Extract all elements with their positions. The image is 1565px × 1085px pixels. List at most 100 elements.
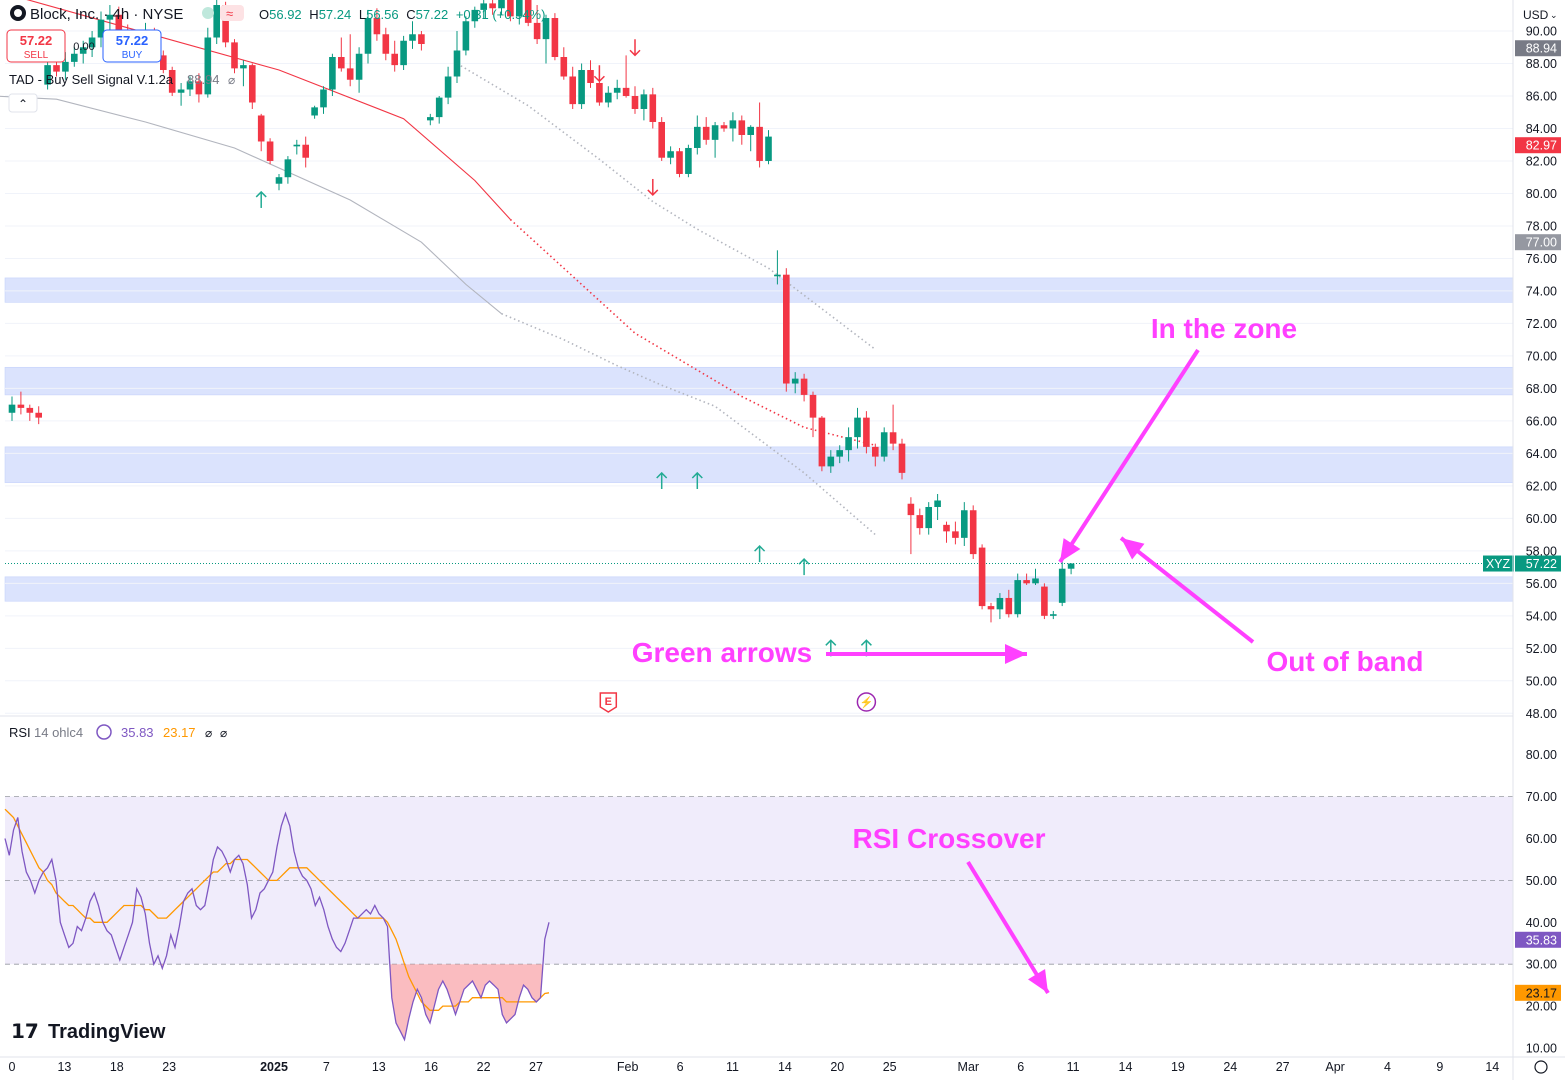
- candle[interactable]: [631, 86, 639, 114]
- wave-icon[interactable]: [220, 5, 244, 21]
- candle[interactable]: [435, 95, 443, 124]
- candle[interactable]: [391, 40, 398, 72]
- candle[interactable]: [854, 407, 861, 449]
- indicator-name[interactable]: TAD - Buy Sell Signal V.1.2a: [9, 72, 174, 87]
- candle[interactable]: [400, 35, 407, 70]
- candle[interactable]: [783, 268, 790, 392]
- candle[interactable]: [480, 0, 487, 19]
- candle[interactable]: [880, 427, 888, 462]
- candle[interactable]: [685, 144, 692, 178]
- candle[interactable]: [587, 60, 594, 88]
- candle[interactable]: [907, 497, 915, 555]
- support-resistance-zone[interactable]: [4, 277, 1514, 303]
- price-tag[interactable]: 57.22: [1515, 555, 1561, 572]
- candle[interactable]: [640, 89, 648, 121]
- candle[interactable]: [302, 136, 309, 168]
- candle[interactable]: [569, 66, 576, 109]
- candle[interactable]: [346, 34, 354, 87]
- candle[interactable]: [168, 66, 176, 96]
- tradingview-logo[interactable]: 𝟭𝟳 TradingView: [11, 1021, 166, 1043]
- candle[interactable]: [26, 404, 34, 421]
- candle[interactable]: [889, 404, 897, 451]
- candle[interactable]: [409, 21, 416, 49]
- candle[interactable]: [418, 31, 425, 51]
- collapse-legend-button[interactable]: ⌃: [8, 93, 38, 113]
- candle[interactable]: [667, 146, 674, 165]
- candle[interactable]: [186, 76, 194, 96]
- market-status-icon[interactable]: [202, 7, 214, 19]
- candle[interactable]: [542, 14, 550, 64]
- candle[interactable]: [329, 53, 336, 96]
- price-tag[interactable]: 77.00: [1515, 234, 1561, 251]
- candle[interactable]: [97, 11, 105, 48]
- candle[interactable]: [1023, 573, 1030, 585]
- candle[interactable]: [231, 39, 238, 74]
- symbol-title[interactable]: Block, Inc. · 4h · NYSE: [30, 6, 183, 23]
- candle[interactable]: [489, 0, 496, 15]
- candle[interactable]: [311, 105, 318, 119]
- candle[interactable]: [961, 502, 968, 546]
- currency-selector[interactable]: USD: [1523, 8, 1549, 22]
- candle[interactable]: [444, 66, 452, 105]
- earnings-event-icon[interactable]: E: [599, 692, 618, 713]
- candle[interactable]: [738, 115, 746, 145]
- candle[interactable]: [88, 31, 96, 58]
- candle[interactable]: [791, 372, 799, 394]
- candle[interactable]: [809, 391, 817, 438]
- candle[interactable]: [694, 115, 701, 155]
- settings-gear-icon[interactable]: [1534, 1060, 1548, 1074]
- candle[interactable]: [240, 60, 247, 87]
- candle[interactable]: [44, 58, 51, 90]
- candle[interactable]: [916, 508, 924, 535]
- candle[interactable]: [516, 0, 523, 25]
- candle[interactable]: [1067, 563, 1075, 575]
- candle[interactable]: [845, 427, 852, 462]
- candle[interactable]: [1041, 583, 1048, 620]
- candle[interactable]: [800, 373, 808, 402]
- support-resistance-zone[interactable]: [4, 576, 1514, 602]
- candle[interactable]: [71, 47, 78, 67]
- candle[interactable]: [765, 130, 772, 165]
- candle[interactable]: [160, 50, 167, 74]
- candle[interactable]: [613, 79, 621, 100]
- candle[interactable]: [1058, 557, 1066, 607]
- support-resistance-zone[interactable]: [4, 366, 1514, 396]
- candle[interactable]: [8, 396, 16, 421]
- candle[interactable]: [658, 117, 665, 161]
- candle[interactable]: [605, 86, 612, 108]
- candle[interactable]: [338, 37, 345, 72]
- candle[interactable]: [177, 82, 185, 106]
- candle[interactable]: [498, 0, 505, 15]
- candle[interactable]: [827, 450, 835, 473]
- candle[interactable]: [533, 5, 541, 45]
- candle[interactable]: [204, 27, 212, 98]
- candle[interactable]: [453, 31, 461, 83]
- candle[interactable]: [266, 138, 274, 165]
- candle[interactable]: [427, 113, 434, 126]
- candle[interactable]: [462, 16, 470, 56]
- candle[interactable]: [978, 544, 986, 610]
- refresh-icon[interactable]: [96, 724, 112, 740]
- candle[interactable]: [925, 502, 932, 535]
- candle[interactable]: [720, 121, 728, 132]
- candle[interactable]: [872, 443, 879, 467]
- candle[interactable]: [1050, 610, 1057, 620]
- candle[interactable]: [17, 391, 25, 415]
- candle[interactable]: [293, 139, 301, 155]
- candle[interactable]: [551, 13, 559, 61]
- candle[interactable]: [836, 445, 843, 464]
- candle[interactable]: [355, 47, 363, 93]
- candle[interactable]: [1032, 568, 1039, 585]
- candle[interactable]: [898, 438, 906, 480]
- candle[interactable]: [943, 521, 950, 543]
- candle[interactable]: [747, 125, 754, 152]
- candle[interactable]: [702, 117, 710, 145]
- candle[interactable]: [774, 250, 781, 285]
- candle[interactable]: [524, 0, 532, 27]
- candle[interactable]: [729, 112, 737, 142]
- support-resistance-zone[interactable]: [4, 446, 1514, 483]
- price-tag[interactable]: 88.94: [1515, 40, 1561, 57]
- candle[interactable]: [578, 63, 585, 109]
- candle[interactable]: [987, 602, 995, 623]
